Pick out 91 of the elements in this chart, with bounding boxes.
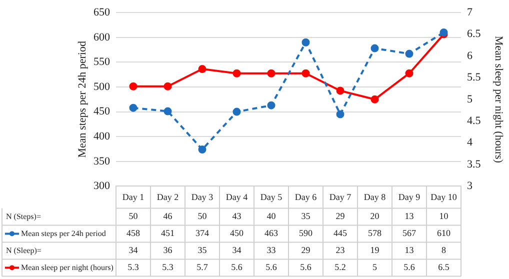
text: 50 <box>128 211 138 222</box>
text: 10 <box>439 211 449 222</box>
y-tick-label: 500 <box>94 80 110 93</box>
data-label: 590 <box>299 228 313 238</box>
y-tick-label: 350 <box>94 155 110 168</box>
y2-tick-label: 6.5 <box>467 28 482 40</box>
y-tick-label: 450 <box>94 106 110 118</box>
y2-tick-label: 4 <box>467 136 473 149</box>
y-tick-label: 300 <box>94 180 110 192</box>
y2-tick-label: 5.5 <box>467 72 482 84</box>
y-tick-label: 550 <box>94 56 110 68</box>
point <box>232 108 241 116</box>
y-tick-label: 400 <box>94 130 110 142</box>
point <box>198 145 206 154</box>
x-tick-label: Day 1 <box>122 192 144 202</box>
y2-tick-label: 3.5 <box>467 158 482 170</box>
point <box>336 86 344 95</box>
text: 35 <box>198 245 208 256</box>
text: 33 <box>266 245 276 256</box>
x-tick-label: Day 10 <box>430 192 458 202</box>
y-tick-label: 600 <box>94 31 110 44</box>
data-label: 5.6 <box>231 262 243 272</box>
y2-tick-label: 5 <box>467 93 473 106</box>
text: N (Sleep)= <box>6 246 42 255</box>
point <box>336 110 344 118</box>
data-label: 5.6 <box>300 262 312 272</box>
data-label: 6.5 <box>438 262 450 272</box>
legend-label: Mean steps per 24h period <box>21 228 106 238</box>
point <box>232 69 241 78</box>
data-label: 445 <box>334 228 348 238</box>
data-label: 5.6 <box>404 262 416 272</box>
x-tick-label: Day 9 <box>398 192 421 202</box>
text: 29 <box>336 211 346 222</box>
point <box>267 69 276 78</box>
data-label: 578 <box>368 228 382 238</box>
text: 35 <box>301 211 311 222</box>
point <box>129 104 138 112</box>
text: 29 <box>301 245 311 256</box>
point <box>370 44 379 52</box>
text: 20 <box>370 211 380 222</box>
text: 13 <box>404 211 414 222</box>
text: 23 <box>336 245 346 256</box>
data-label: 5.3 <box>162 262 174 272</box>
data-label: 374 <box>196 228 210 238</box>
point <box>405 69 414 78</box>
point <box>370 95 379 104</box>
text: 50 <box>198 211 208 222</box>
x-tick-label: Day 5 <box>260 192 283 202</box>
text: 8 <box>442 245 446 256</box>
text: 43 <box>232 211 242 222</box>
point <box>267 101 276 110</box>
data-label: 610 <box>437 228 451 238</box>
data-label: 5 <box>372 262 378 272</box>
text: 13 <box>404 245 414 256</box>
y2-axis-title: Mean sleep per night (hours) <box>492 36 505 164</box>
text: N (Steps)= <box>6 212 42 221</box>
point <box>198 65 206 74</box>
y2-tick-label: 7 <box>467 6 473 18</box>
text: 36 <box>163 245 173 256</box>
point <box>164 82 172 90</box>
y-tick-label: 650 <box>94 6 110 18</box>
point <box>129 82 138 90</box>
text: 46 <box>163 211 173 222</box>
x-tick-label: Day 8 <box>364 192 386 202</box>
x-tick-label: Day 7 <box>329 192 352 202</box>
point <box>164 107 172 116</box>
x-tick-label: Day 4 <box>226 192 248 202</box>
legend-label: Mean sleep per night (hours) <box>21 262 114 272</box>
data-label: 5.6 <box>266 262 278 272</box>
y-axis-title: Mean steps per 24h period <box>76 40 88 158</box>
data-label: 463 <box>264 228 278 238</box>
text: 34 <box>232 245 242 256</box>
x-tick-label: Day 3 <box>191 192 214 202</box>
data-label: 458 <box>126 228 140 238</box>
data-label: 567 <box>402 228 416 238</box>
data-label: 5.2 <box>334 262 346 272</box>
text: 40 <box>266 211 276 222</box>
point <box>302 69 310 78</box>
y2-tick-label: 6 <box>467 50 473 62</box>
x-tick-label: Day 6 <box>294 192 318 202</box>
text: 34 <box>128 245 138 256</box>
data-label: 5.7 <box>196 262 208 272</box>
point <box>405 50 414 58</box>
data-label: 5.3 <box>128 262 140 272</box>
point <box>302 38 310 46</box>
y2-tick-label: 3 <box>467 180 473 192</box>
data-label: 450 <box>230 228 244 238</box>
data-label: 451 <box>161 228 174 238</box>
y2-tick-label: 4.5 <box>467 114 482 127</box>
x-tick-label: Day 2 <box>156 192 179 202</box>
text: 19 <box>370 245 380 256</box>
